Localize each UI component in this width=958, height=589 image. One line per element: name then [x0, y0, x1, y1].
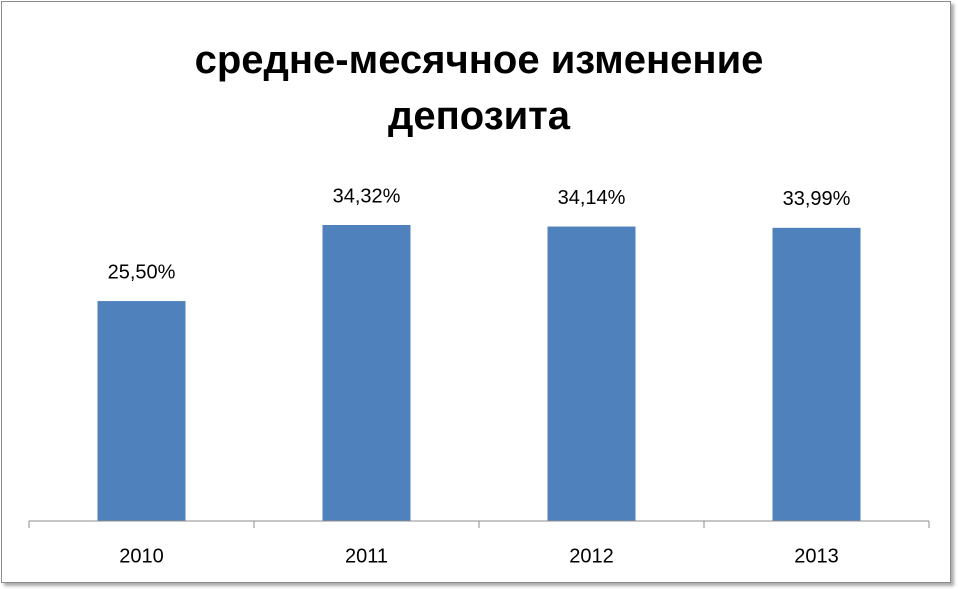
bar — [547, 226, 636, 522]
chart-title: средне-месячное изменение депозита — [194, 38, 764, 138]
bar — [97, 301, 186, 521]
data-label: 34,32% — [333, 185, 401, 207]
x-tick-label: 2012 — [569, 545, 614, 567]
bar — [322, 224, 411, 522]
data-label: 33,99% — [783, 188, 851, 210]
x-tick-label: 2011 — [345, 545, 388, 567]
x-tick-label: 2010 — [119, 545, 164, 567]
data-label: 34,14% — [558, 187, 626, 209]
x-tick-label: 2013 — [794, 545, 839, 567]
bar — [772, 227, 861, 521]
data-label: 25,50% — [108, 261, 176, 283]
